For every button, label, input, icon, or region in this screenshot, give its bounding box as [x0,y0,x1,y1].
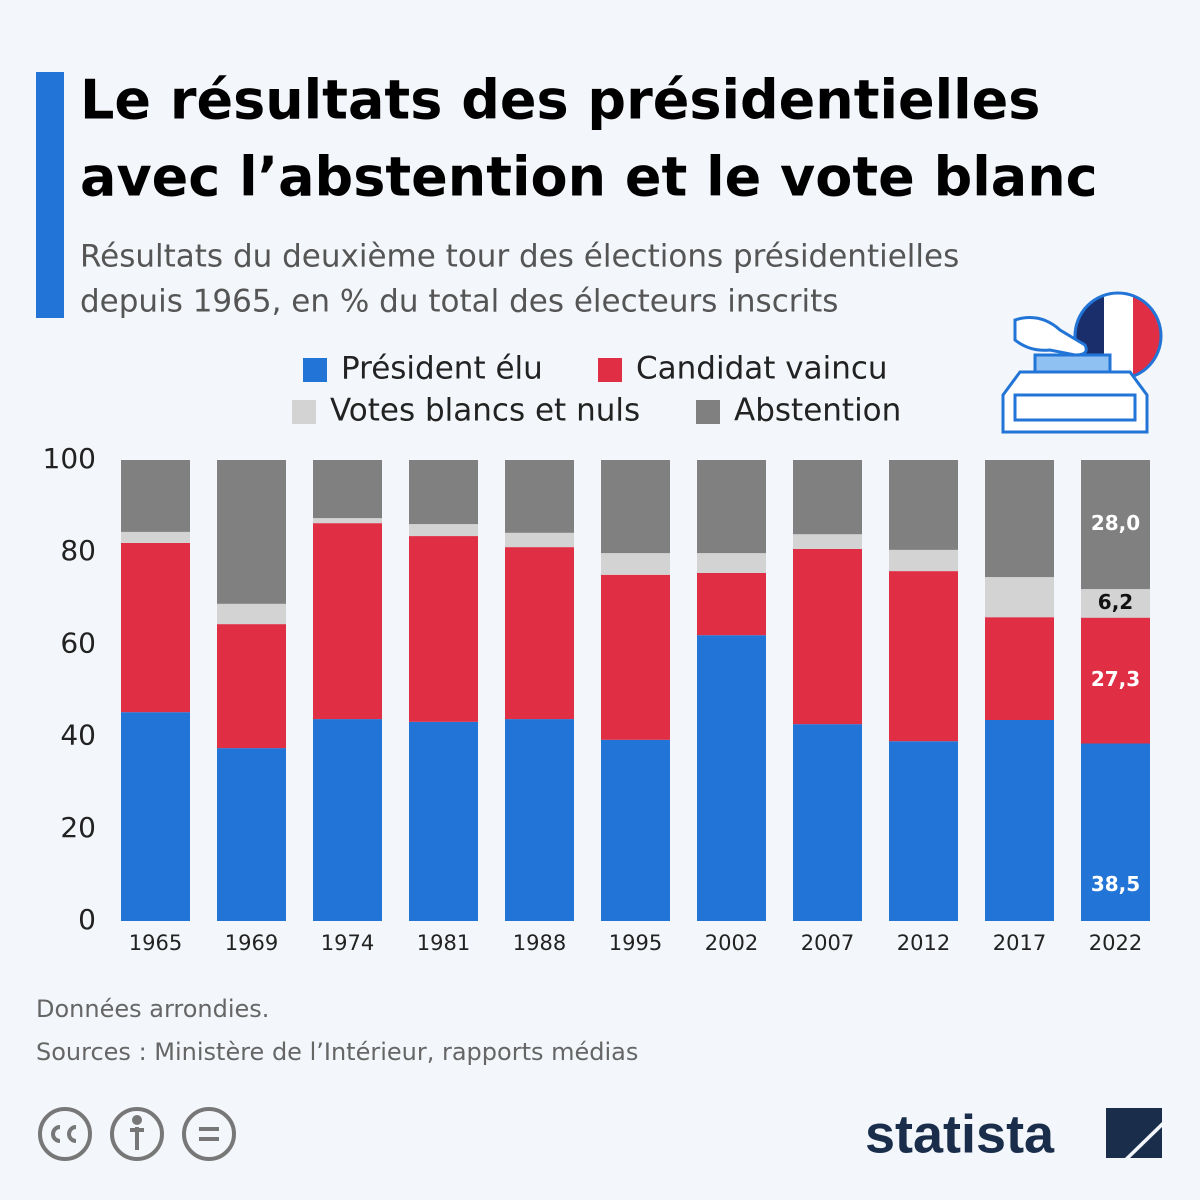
data-label: 28,0 [1091,511,1140,535]
bar-segment [313,518,382,524]
bar-segment [313,523,382,720]
title-accent [36,72,64,318]
bar-segment [313,460,382,519]
legend-label: Abstention [734,393,901,429]
legend-label: Président élu [341,351,543,387]
x-tick-label: 2012 [897,931,950,955]
bar-segment [793,548,862,725]
bar-segment [121,542,190,713]
subtitle: depuis 1965, en % du total des électeurs… [80,284,838,320]
brand-mark [1106,1108,1162,1158]
bar-segment [793,724,862,921]
bar-segment [601,553,670,575]
bar-segment [1081,617,1150,744]
bar-segment [697,572,766,636]
bar-segment [409,524,478,537]
x-tick-label: 1988 [513,931,566,955]
x-tick-label: 1965 [129,931,182,955]
chart-title: Le résultats des présidentielles [80,69,1040,132]
x-tick-label: 1969 [225,931,278,955]
bar-segment [697,635,766,921]
bar-segment [505,460,574,533]
legend-label: Candidat vaincu [636,351,888,387]
note: Données arrondies. [36,995,269,1023]
bar-segment [217,603,286,625]
bar-segment [217,624,286,749]
bar-segment [889,460,958,550]
y-tick-label: 20 [60,811,96,844]
data-label: 38,5 [1091,872,1140,896]
bar-segment [601,460,670,554]
bar-segment [985,617,1054,721]
bar-segment [409,536,478,722]
bar-segment [697,460,766,554]
legend-swatch [598,358,622,382]
bar-segment [889,741,958,921]
data-label: 6,2 [1098,590,1133,614]
bar-segment [217,748,286,921]
x-tick-label: 2002 [705,931,758,955]
chart-title: avec l’abstention et le vote blanc [80,146,1098,209]
bar-segment [121,460,190,532]
bar-segment [793,460,862,535]
bar-segment [121,712,190,921]
bar-segment [889,571,958,742]
data-label: 27,3 [1091,667,1140,691]
legend-swatch [292,400,316,424]
bar-segment [985,577,1054,618]
bar-segment [217,460,286,604]
legend-swatch [696,400,720,424]
legend-label: Votes blancs et nuls [330,393,640,429]
bar-segment [601,739,670,921]
x-tick-label: 1995 [609,931,662,955]
bar-segment [505,547,574,720]
bar-segment [601,574,670,740]
source: Sources : Ministère de l’Intérieur, rapp… [36,1038,638,1066]
bar-segment [697,553,766,573]
y-tick-label: 100 [43,442,96,475]
license-icons [38,1107,236,1161]
bar-segment [985,460,1054,578]
y-tick-label: 60 [60,626,96,659]
x-tick-label: 1974 [321,931,374,955]
x-tick-label: 2007 [801,931,854,955]
bar-segment [1081,743,1150,921]
bar-segment [505,719,574,921]
bar-segment [985,720,1054,921]
x-tick-label: 2022 [1089,931,1142,955]
bar-segment [793,534,862,549]
bar-segment [1081,589,1150,618]
bar-segment [409,721,478,921]
bar-segment [409,460,478,525]
bar-segment [889,549,958,572]
bar-segment [505,532,574,548]
legend-swatch [303,358,327,382]
y-tick-label: 80 [60,534,96,567]
y-tick-label: 40 [60,719,96,752]
bar-segment [121,531,190,543]
x-tick-label: 1981 [417,931,470,955]
y-tick-label: 0 [78,903,96,936]
bar-segment [313,719,382,921]
x-tick-label: 2017 [993,931,1046,955]
brand-logo: statista [865,1104,1055,1164]
subtitle: Résultats du deuxième tour des élections… [80,239,959,275]
bar-segment [1081,460,1150,590]
